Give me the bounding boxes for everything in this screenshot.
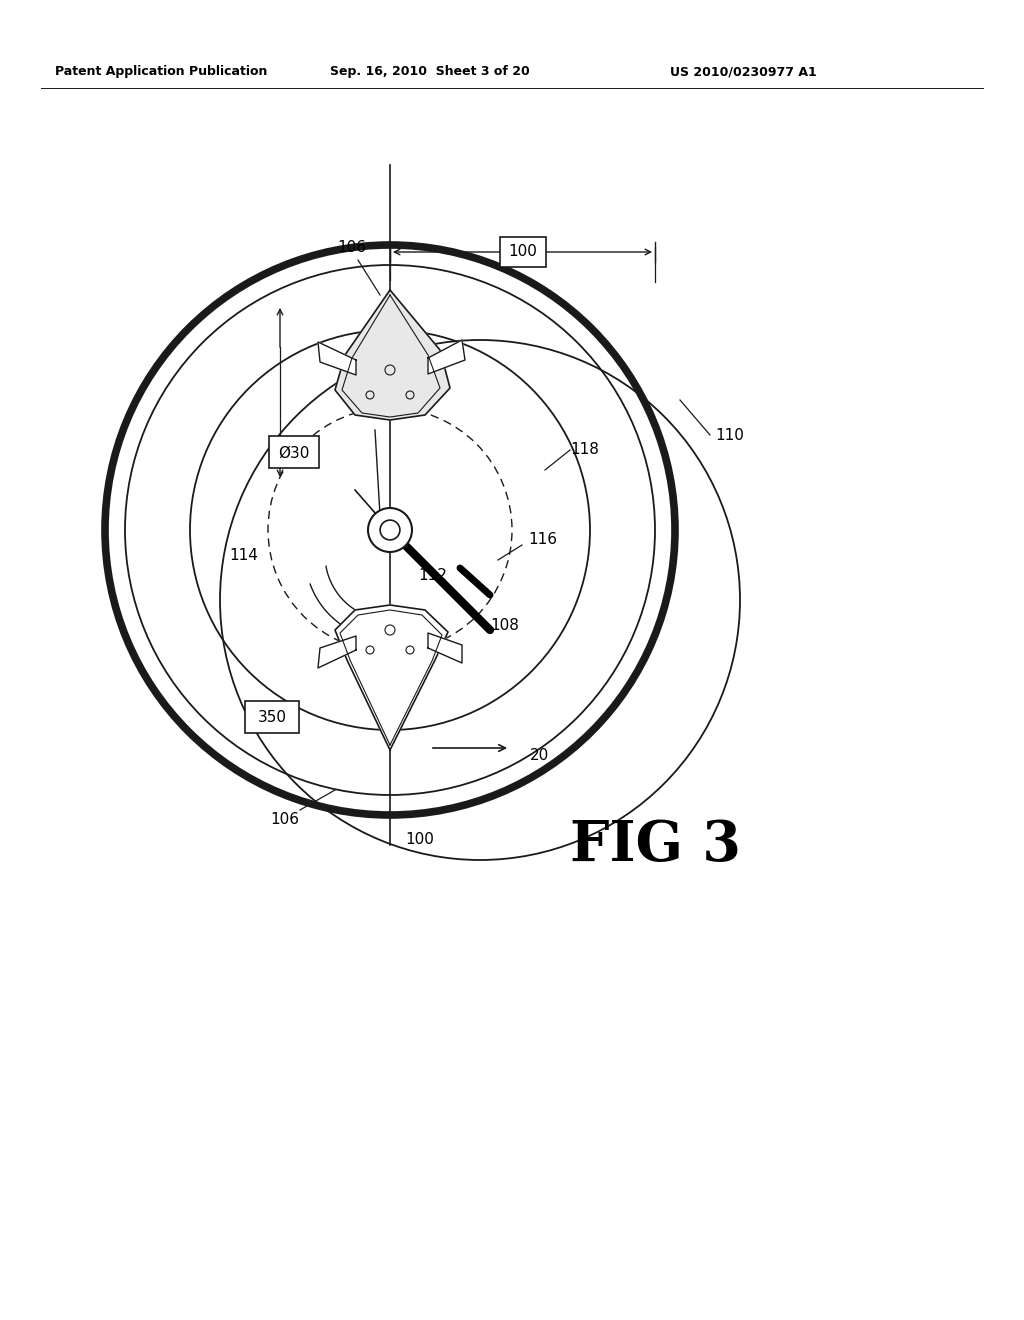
Text: 110: 110 — [715, 428, 743, 442]
Polygon shape — [428, 341, 465, 374]
Circle shape — [380, 520, 400, 540]
Polygon shape — [428, 634, 462, 663]
Text: 112: 112 — [418, 568, 446, 582]
Text: Sep. 16, 2010  Sheet 3 of 20: Sep. 16, 2010 Sheet 3 of 20 — [330, 66, 529, 78]
Polygon shape — [318, 636, 356, 668]
Text: 118: 118 — [570, 442, 599, 458]
Text: 106: 106 — [338, 240, 367, 256]
Polygon shape — [318, 342, 356, 375]
Text: Patent Application Publication: Patent Application Publication — [55, 66, 267, 78]
Text: Ø30: Ø30 — [279, 446, 309, 461]
Text: 100: 100 — [406, 833, 434, 847]
Text: 108: 108 — [490, 618, 519, 632]
Circle shape — [368, 508, 412, 552]
FancyBboxPatch shape — [269, 436, 319, 469]
FancyBboxPatch shape — [500, 238, 546, 267]
Text: US 2010/0230977 A1: US 2010/0230977 A1 — [670, 66, 817, 78]
Polygon shape — [335, 605, 449, 750]
Text: 350: 350 — [257, 710, 287, 726]
Text: 100: 100 — [508, 244, 537, 260]
Text: 106: 106 — [270, 813, 299, 828]
Text: 116: 116 — [528, 532, 557, 548]
FancyBboxPatch shape — [245, 701, 299, 733]
Text: FIG 3: FIG 3 — [570, 817, 741, 873]
Polygon shape — [335, 290, 450, 420]
Text: 114: 114 — [229, 548, 258, 562]
Text: 20: 20 — [530, 747, 549, 763]
